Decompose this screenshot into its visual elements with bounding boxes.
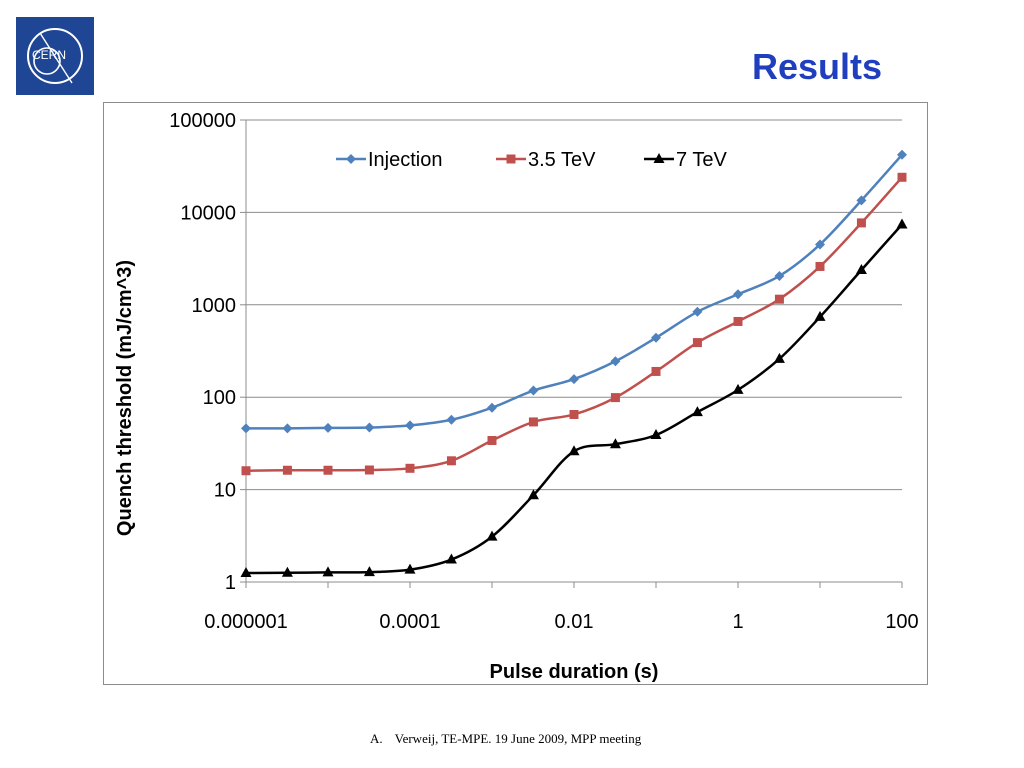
chart-frame: 1 10 100 1000 10000 100000 0.000001 0.0001 0.01 1… bbox=[103, 102, 928, 685]
data-point bbox=[732, 383, 744, 394]
legend-item: 3.5 TeV bbox=[496, 149, 596, 171]
data-point bbox=[487, 435, 497, 445]
grid-lines bbox=[246, 119, 902, 583]
data-point bbox=[364, 465, 374, 475]
data-point bbox=[487, 402, 497, 413]
data-point bbox=[814, 310, 826, 321]
data-point bbox=[405, 420, 415, 431]
legend-label: Injection bbox=[368, 149, 443, 171]
data-point bbox=[527, 489, 539, 500]
y-tick-label: 100000 bbox=[169, 110, 236, 132]
cern-logo: CERN bbox=[16, 17, 94, 95]
data-point bbox=[855, 264, 867, 275]
data-point bbox=[240, 567, 252, 578]
footer: A. Verweij, TE-MPE. 19 June 2009, MPP mee… bbox=[370, 731, 641, 747]
data-point bbox=[445, 553, 457, 564]
data-point bbox=[610, 393, 620, 403]
data-point bbox=[774, 270, 785, 281]
data-point bbox=[241, 423, 251, 434]
data-point bbox=[856, 218, 866, 228]
data-point bbox=[774, 294, 784, 304]
data-point bbox=[281, 566, 293, 577]
data-point bbox=[650, 428, 662, 439]
data-point bbox=[322, 566, 334, 577]
y-axis-label: Quench threshold (mJ/cm^3) bbox=[114, 260, 136, 536]
legend-marker bbox=[346, 154, 356, 164]
logo-text: CERN bbox=[32, 48, 66, 62]
data-point bbox=[815, 261, 825, 271]
legend: Injection 3.5 TeV 7 TeV bbox=[336, 149, 727, 171]
series-layer bbox=[240, 149, 908, 578]
series-3-5-tev bbox=[241, 172, 907, 476]
series-line bbox=[245, 153, 903, 430]
data-point bbox=[691, 406, 703, 417]
y-tick-label: 10000 bbox=[180, 202, 236, 224]
x-tick-label: 0.01 bbox=[555, 611, 594, 633]
x-axis-label: Pulse duration (s) bbox=[490, 661, 659, 683]
x-tick-label: 100 bbox=[885, 611, 918, 633]
legend-marker bbox=[653, 153, 665, 163]
data-point bbox=[609, 438, 621, 449]
y-tick-label: 1000 bbox=[192, 295, 237, 317]
axes: 1 10 100 1000 10000 100000 0.000001 0.0001 0.01 1… bbox=[169, 110, 918, 633]
legend-item: 7 TeV bbox=[644, 149, 727, 171]
logo-ring bbox=[27, 28, 83, 84]
data-point bbox=[651, 366, 661, 376]
x-tick-label: 0.000001 bbox=[204, 611, 287, 633]
data-point bbox=[815, 239, 825, 250]
data-point bbox=[610, 356, 621, 367]
data-point bbox=[282, 423, 293, 434]
y-tick-label: 100 bbox=[203, 387, 236, 409]
data-point bbox=[733, 316, 743, 326]
data-point bbox=[486, 530, 498, 541]
x-tick-label: 1 bbox=[732, 611, 743, 633]
data-point bbox=[897, 149, 907, 160]
series-injection bbox=[241, 149, 907, 434]
logo-line bbox=[39, 32, 73, 84]
data-point bbox=[282, 465, 292, 475]
data-point bbox=[404, 563, 416, 574]
legend-label: 7 TeV bbox=[676, 149, 727, 171]
data-point bbox=[405, 463, 415, 473]
data-point bbox=[364, 422, 375, 433]
data-point bbox=[569, 374, 579, 385]
data-point bbox=[363, 566, 375, 577]
data-point bbox=[896, 218, 908, 229]
footer-number: A. bbox=[370, 731, 383, 746]
y-tick-label: 10 bbox=[214, 480, 236, 502]
data-point bbox=[446, 456, 456, 466]
data-point bbox=[323, 465, 333, 475]
data-point bbox=[692, 306, 703, 317]
data-point bbox=[733, 289, 743, 300]
footer-text: Verweij, TE-MPE. 19 June 2009, MPP meeti… bbox=[394, 731, 642, 746]
data-point bbox=[528, 417, 538, 427]
series-7-tev bbox=[240, 218, 908, 578]
data-point bbox=[446, 414, 457, 425]
data-point bbox=[323, 422, 333, 433]
data-point bbox=[528, 385, 539, 396]
y-tick-label: 1 bbox=[225, 572, 236, 594]
x-tick-label: 0.0001 bbox=[379, 611, 440, 633]
data-point bbox=[241, 466, 251, 476]
data-point bbox=[692, 338, 702, 348]
logo-inner-ring bbox=[33, 47, 61, 75]
data-point bbox=[773, 352, 785, 363]
slide-title: Results bbox=[751, 46, 882, 87]
data-point bbox=[856, 195, 867, 206]
data-point bbox=[651, 332, 661, 343]
data-point bbox=[569, 409, 579, 419]
quench-threshold-chart: 1 10 100 1000 10000 100000 0.000001 0.0001 0.01 1… bbox=[114, 110, 919, 683]
data-point bbox=[568, 445, 580, 456]
series-line bbox=[245, 223, 903, 575]
data-point bbox=[897, 172, 907, 182]
legend-item: Injection bbox=[336, 149, 443, 171]
legend-label: 3.5 TeV bbox=[528, 149, 596, 171]
legend-marker bbox=[506, 154, 516, 164]
